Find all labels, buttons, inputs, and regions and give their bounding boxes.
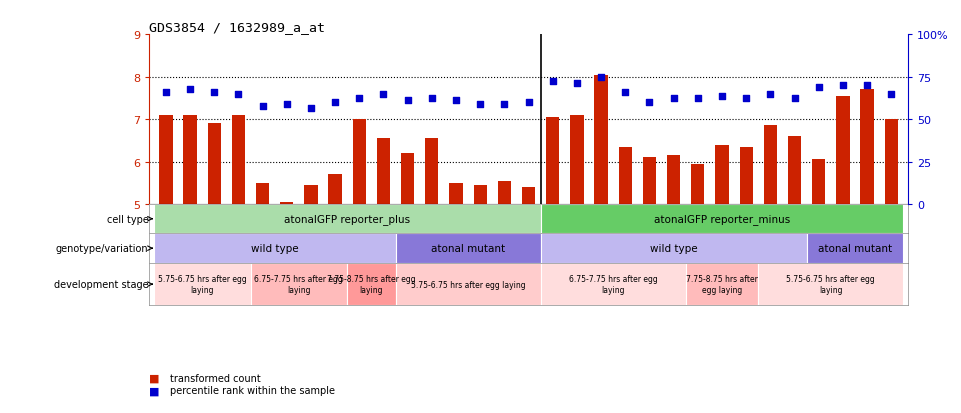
Point [231, 91, 246, 98]
Text: development stage: development stage [54, 280, 148, 290]
Point [521, 100, 536, 106]
Bar [160, 116, 173, 204]
Point [569, 81, 584, 87]
Bar [396, 234, 541, 263]
Bar [806, 234, 903, 263]
Text: atonal mutant: atonal mutant [818, 244, 892, 254]
Text: transformed count: transformed count [170, 373, 260, 383]
Bar [256, 183, 269, 204]
Bar [619, 147, 632, 204]
Bar [401, 154, 414, 204]
Point [714, 93, 729, 100]
Bar [860, 90, 874, 204]
Point [279, 102, 294, 108]
Bar [232, 116, 245, 204]
Bar [764, 126, 777, 204]
Bar [347, 263, 396, 306]
Bar [541, 204, 903, 234]
Bar [377, 139, 390, 204]
Bar [715, 145, 728, 204]
Point [304, 106, 319, 112]
Text: ■: ■ [149, 373, 160, 383]
Point [593, 74, 608, 81]
Bar [884, 120, 898, 204]
Bar [667, 156, 680, 204]
Bar [812, 160, 825, 204]
Point [859, 83, 875, 89]
Point [159, 89, 174, 95]
Bar [541, 234, 806, 263]
Point [473, 102, 488, 108]
Text: atonalGFP reporter_plus: atonalGFP reporter_plus [284, 214, 410, 225]
Bar [740, 147, 752, 204]
Bar [788, 137, 801, 204]
Point [690, 95, 705, 102]
Text: 7.75-8.75 hrs after egg
laying: 7.75-8.75 hrs after egg laying [327, 275, 416, 294]
Bar [522, 188, 535, 204]
Point [376, 91, 391, 98]
Text: 5.75-6.75 hrs after egg
laying: 5.75-6.75 hrs after egg laying [786, 275, 875, 294]
Text: 5.75-6.75 hrs after egg laying: 5.75-6.75 hrs after egg laying [410, 280, 526, 289]
Bar [280, 202, 293, 204]
Bar [208, 124, 221, 204]
Bar [595, 75, 607, 204]
Bar [353, 120, 366, 204]
Point [642, 100, 657, 106]
Point [255, 104, 270, 110]
Bar [184, 116, 197, 204]
Text: atonal mutant: atonal mutant [431, 244, 505, 254]
Text: GDS3854 / 1632989_a_at: GDS3854 / 1632989_a_at [149, 21, 325, 34]
Point [883, 91, 899, 98]
Text: atonalGFP reporter_minus: atonalGFP reporter_minus [653, 214, 790, 225]
Bar [425, 139, 438, 204]
Text: 6.75-7.75 hrs after egg
laying: 6.75-7.75 hrs after egg laying [569, 275, 657, 294]
Point [352, 95, 367, 102]
Bar [541, 263, 686, 306]
Bar [450, 183, 462, 204]
Point [666, 95, 681, 102]
Bar [643, 158, 656, 204]
Text: wild type: wild type [251, 244, 299, 254]
Point [835, 83, 850, 89]
Text: ■: ■ [149, 385, 160, 395]
Text: wild type: wild type [650, 244, 698, 254]
Bar [329, 175, 342, 204]
Point [738, 95, 753, 102]
Bar [251, 263, 347, 306]
Point [787, 95, 802, 102]
Bar [396, 263, 541, 306]
Point [497, 102, 512, 108]
Point [763, 91, 778, 98]
Point [424, 95, 439, 102]
Text: 7.75-8.75 hrs after
egg laying: 7.75-8.75 hrs after egg laying [686, 275, 758, 294]
Point [183, 87, 198, 93]
Point [811, 85, 826, 91]
Point [618, 89, 633, 95]
Bar [570, 116, 583, 204]
Bar [498, 181, 511, 204]
Point [400, 97, 415, 104]
Point [545, 78, 560, 85]
Text: percentile rank within the sample: percentile rank within the sample [170, 385, 335, 395]
Bar [758, 263, 903, 306]
Bar [154, 234, 396, 263]
Text: genotype/variation: genotype/variation [56, 244, 148, 254]
Text: cell type: cell type [107, 214, 148, 224]
Point [449, 97, 464, 104]
Bar [546, 118, 559, 204]
Text: 5.75-6.75 hrs after egg
laying: 5.75-6.75 hrs after egg laying [158, 275, 247, 294]
Bar [686, 263, 758, 306]
Bar [691, 164, 704, 204]
Bar [836, 97, 850, 204]
Bar [154, 263, 251, 306]
Text: 6.75-7.75 hrs after egg
laying: 6.75-7.75 hrs after egg laying [255, 275, 343, 294]
Bar [154, 204, 541, 234]
Bar [474, 185, 487, 204]
Point [207, 89, 222, 95]
Bar [305, 185, 317, 204]
Point [328, 100, 343, 106]
